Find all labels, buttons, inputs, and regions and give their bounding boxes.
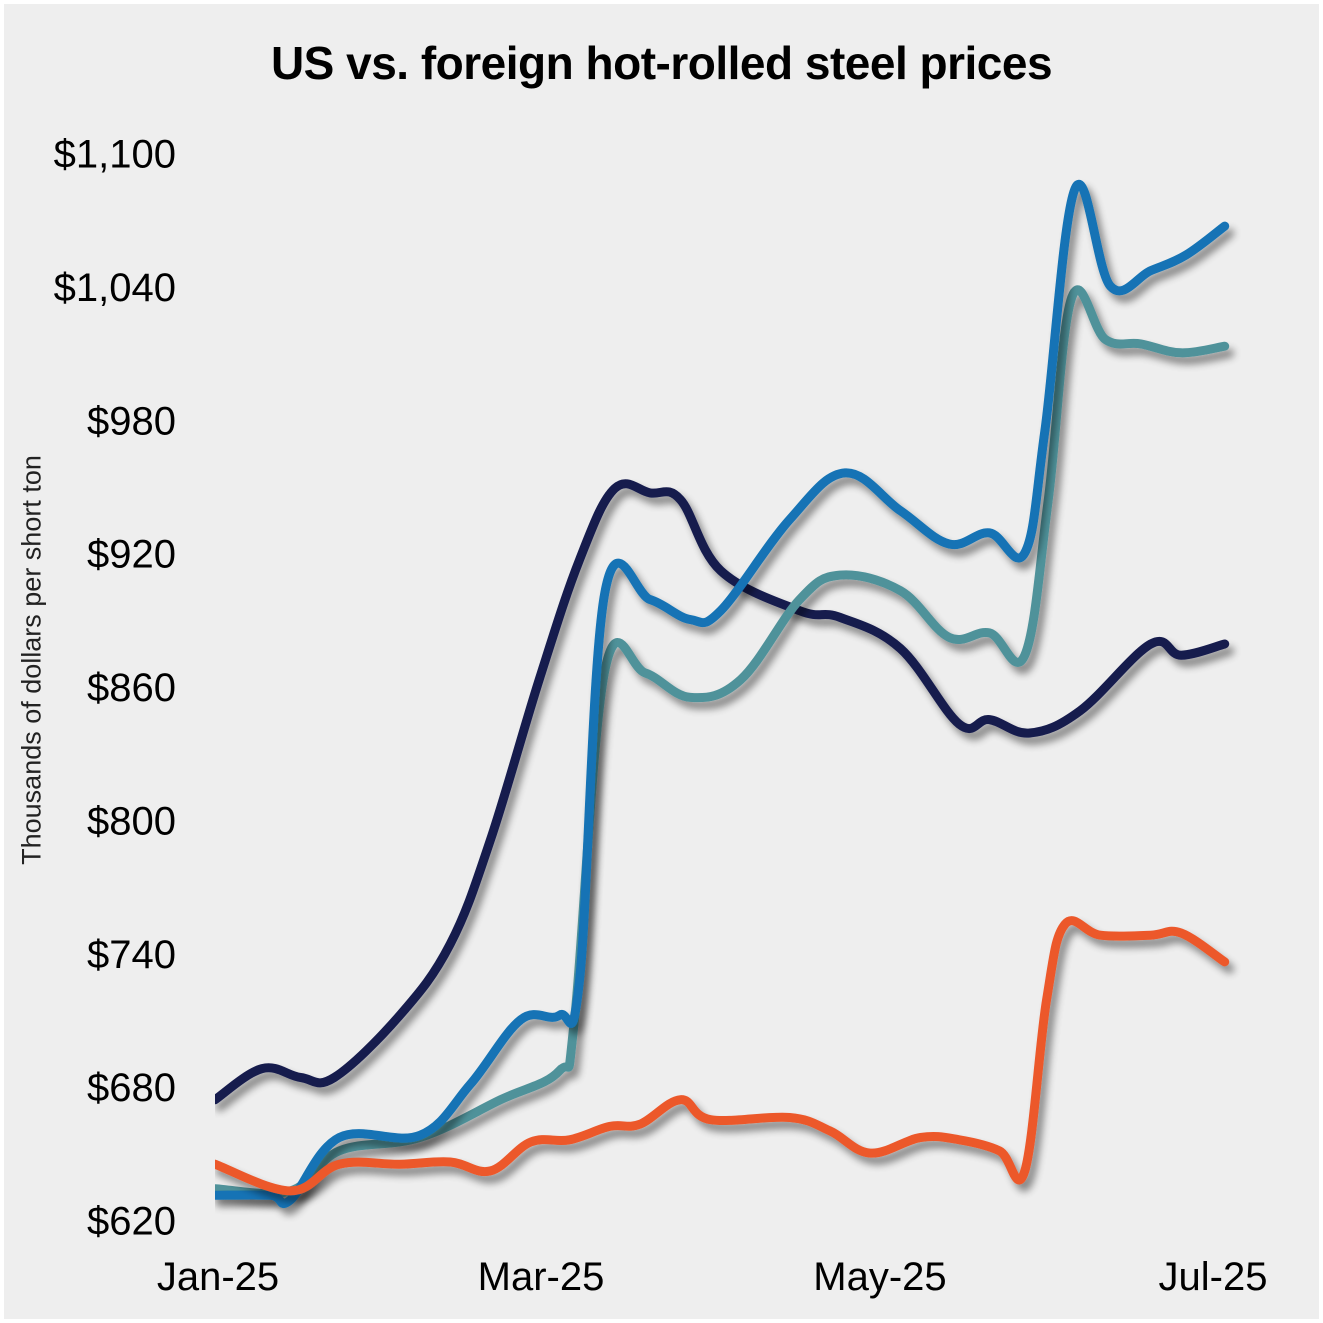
y-tick-label: $920 [87,533,176,577]
x-tick-label: Mar-25 [478,1255,605,1299]
series-line-2 [215,180,1230,1208]
y-tick-label: $1,040 [54,266,176,310]
chart-background [4,4,1319,1319]
y-tick-label: $1,100 [54,133,176,177]
y-tick-label: $620 [87,1200,176,1244]
x-tick-label: Jul-25 [1159,1255,1268,1299]
y-tick-label: $680 [87,1066,176,1110]
x-tick-label: May-25 [813,1255,946,1299]
series-lines [215,180,1230,1208]
y-axis: $620 $680 $740 $800 $860 $920 $980 $1,040 $1,100 [54,133,176,1244]
x-axis: Jan-25 Mar-25 May-25 Jul-25 [157,1255,1268,1299]
y-tick-label: $740 [87,933,176,977]
series-line-3 [215,285,1230,1198]
y-tick-label: $980 [87,399,176,443]
y-tick-label: $800 [87,799,176,843]
x-tick-label: Jan-25 [157,1255,279,1299]
series-line-1 [215,479,1230,1105]
y-tick-label: $860 [87,666,176,710]
chart-title: US vs. foreign hot-rolled steel prices [270,37,1053,89]
series-line-4 [215,916,1230,1196]
